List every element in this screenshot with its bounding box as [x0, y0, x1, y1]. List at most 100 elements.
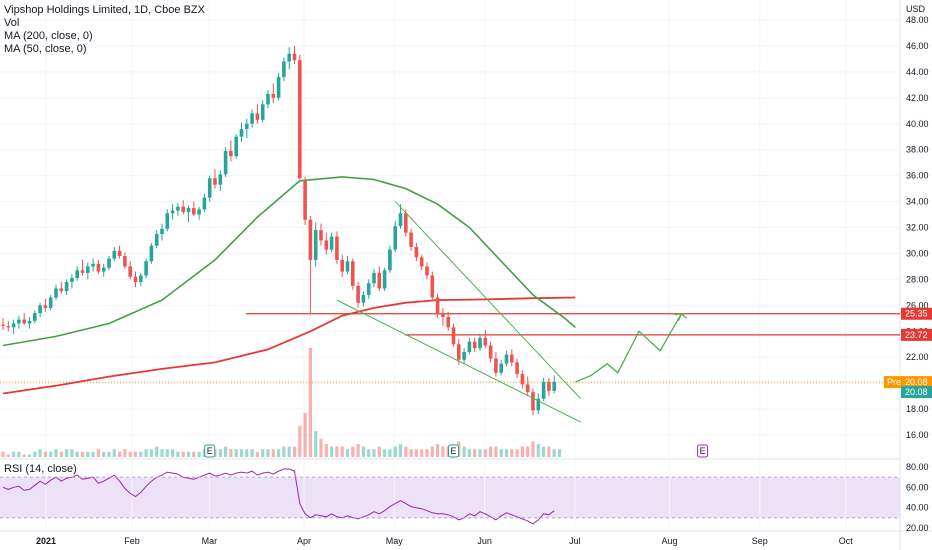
ma200-line [2, 296, 576, 395]
candle-body [218, 174, 223, 185]
volume-bar [473, 449, 477, 457]
earnings-marker[interactable] [204, 444, 216, 458]
volume-bar [250, 449, 254, 457]
volume-bar [478, 449, 482, 457]
price-tick-label: 28.00 [906, 274, 929, 284]
candle-body [308, 219, 313, 260]
candle-body [22, 319, 26, 324]
candles [1, 45, 556, 416]
candle-body [6, 326, 11, 328]
candle-body [552, 382, 556, 391]
volume-bar [489, 446, 493, 457]
projection-path[interactable] [575, 312, 688, 383]
candle-body [393, 226, 397, 250]
volume-bar [49, 451, 53, 457]
pre-market-label: Pre [887, 377, 901, 387]
price-tick-label: 36.00 [906, 171, 929, 181]
time-axis[interactable]: 2021 Feb Mar Apr May Jun Jul Aug Sep Oct [36, 536, 853, 546]
candle-body [446, 316, 450, 328]
candle-body [64, 281, 69, 292]
volume-bar [144, 449, 148, 457]
volume-bar [367, 449, 371, 457]
rsi-series-line [2, 468, 555, 525]
trendlines[interactable] [336, 201, 688, 423]
candle-body [33, 313, 37, 321]
indicator-ma200[interactable]: MA (200, close, 0) [4, 30, 93, 42]
candle-body [266, 93, 270, 105]
rsi-axis[interactable]: 20.00 40.00 60.00 80.00 [0, 462, 929, 533]
volume-bar [526, 446, 530, 457]
candle-body [48, 297, 53, 308]
volume-bar [33, 451, 37, 457]
price-axis[interactable]: 16.0018.0020.0022.0024.0026.0028.0030.00… [906, 4, 929, 440]
candle-body [112, 250, 117, 259]
price-tick-label: 40.00 [906, 119, 929, 129]
candle-body [435, 297, 440, 315]
candle-body [345, 261, 350, 272]
price-tag-box [901, 376, 932, 389]
volume-bar [377, 446, 381, 457]
volume-bar [197, 451, 201, 457]
wedge-trendline[interactable] [336, 299, 581, 423]
candle-body [27, 320, 32, 324]
volume-bar [372, 449, 376, 457]
volume-bar [133, 451, 138, 457]
rsi-tick-label: 60.00 [906, 482, 929, 492]
wedge-trendline[interactable] [394, 201, 582, 400]
rsi-legend[interactable]: RSI (14, close) [4, 463, 77, 475]
candle-body [419, 257, 424, 267]
candle-body [271, 93, 276, 98]
candle-body [223, 150, 228, 175]
earnings-marker-label: E [450, 446, 456, 456]
price-tag-value: 23.72 [905, 330, 928, 340]
time-tick-label: Jun [477, 536, 492, 546]
volume-bar [91, 451, 95, 457]
volume-bar [70, 449, 74, 457]
volume-bar [308, 347, 312, 457]
candle-body [282, 61, 286, 78]
candle-body [276, 77, 281, 98]
time-tick-label: Feb [124, 536, 140, 546]
volume-bar [351, 446, 355, 457]
volume-bar [510, 449, 514, 457]
price-tick-label: 18.00 [906, 404, 929, 414]
candle-body [197, 209, 201, 215]
volume-bar [536, 444, 540, 457]
candle-body [170, 210, 175, 214]
volume-bar [118, 451, 122, 457]
volume-bar [255, 451, 259, 457]
candle-body [541, 381, 546, 399]
candle-body [303, 180, 307, 220]
indicator-ma50[interactable]: MA (50, close, 0) [4, 43, 87, 55]
candle-body [377, 272, 382, 289]
horizontal-levels [0, 313, 900, 383]
time-tick-label: Aug [661, 536, 677, 546]
candle-body [133, 276, 138, 282]
price-tick-label: 16.00 [906, 430, 929, 440]
volume-bar [6, 454, 10, 457]
volume-bar [467, 449, 471, 457]
volume-bar [239, 449, 244, 457]
volume-bar [102, 451, 106, 457]
candle-body [43, 305, 48, 308]
candle-body [149, 245, 154, 262]
price-tag-box [901, 386, 932, 399]
volume-bar [12, 451, 16, 457]
candle-body [398, 213, 403, 227]
volume-bars [1, 347, 562, 457]
earnings-marker[interactable] [697, 444, 709, 458]
volume-bar [54, 449, 58, 457]
candle-body [234, 136, 238, 157]
candle-body [176, 206, 180, 211]
earnings-marker[interactable] [448, 444, 459, 458]
candle-body [340, 259, 344, 272]
candle-body [292, 53, 297, 61]
symbol-title[interactable]: Vipshop Holdings Limited, 1D, Cboe BZX [4, 4, 205, 16]
indicator-volume[interactable]: Vol [4, 17, 20, 29]
volume-bar [515, 449, 519, 457]
candle-body [17, 319, 21, 324]
candle-body [86, 266, 90, 273]
volume-bar [393, 446, 397, 457]
